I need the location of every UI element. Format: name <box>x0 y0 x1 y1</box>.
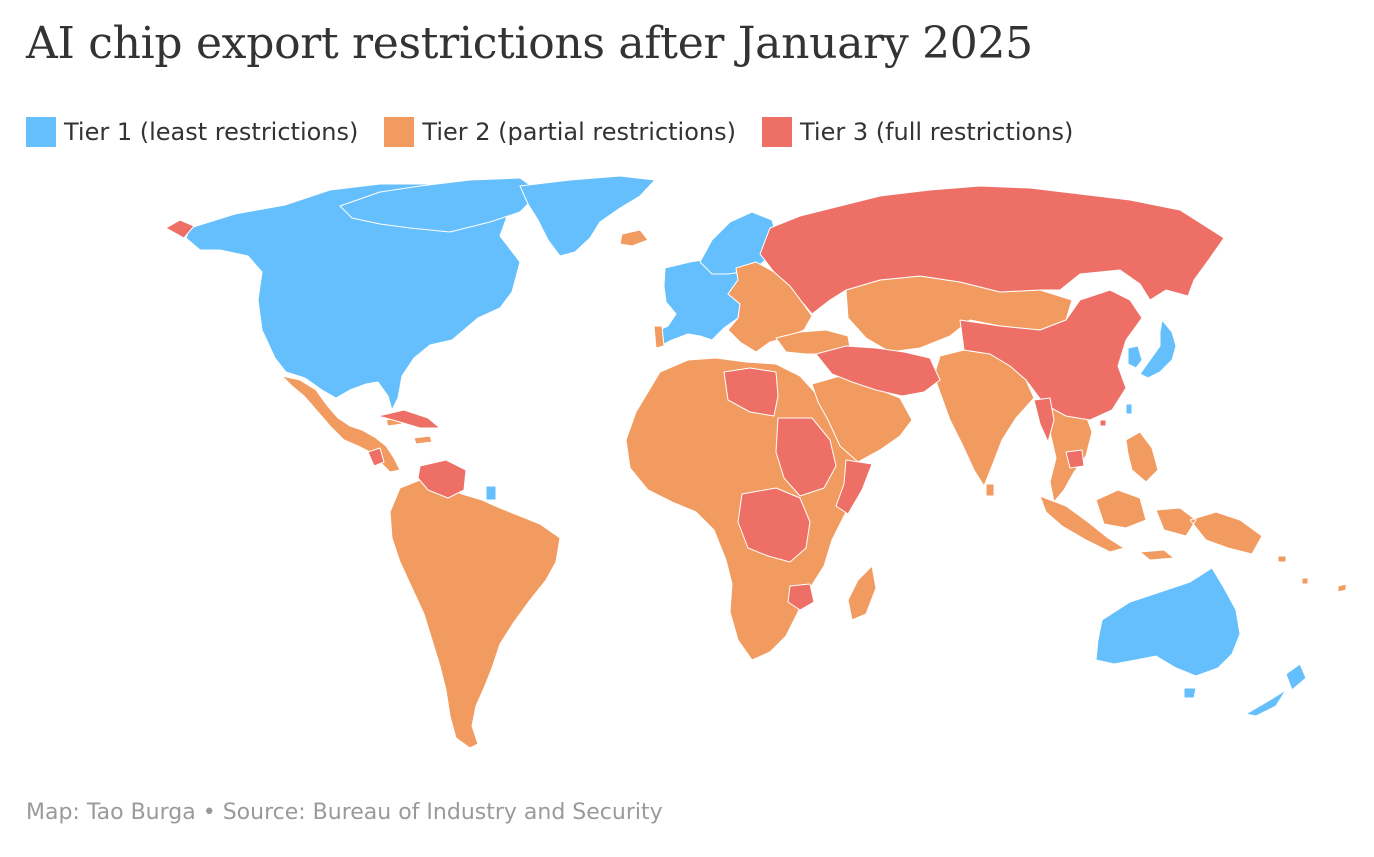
region-libya <box>723 367 779 417</box>
region-taiwan <box>1125 403 1133 415</box>
region-north-america-tier1 <box>185 183 521 411</box>
legend-item-tier1: Tier 1 (least restrictions) <box>26 117 358 147</box>
region-caribbean <box>385 417 433 445</box>
region-sri-lanka <box>985 483 995 497</box>
footer: Map: Tao Burga • Source: Bureau of Indus… <box>26 800 663 825</box>
region-cuba <box>377 409 441 429</box>
region-turkey-caucasus <box>775 329 851 355</box>
region-somalia <box>835 459 873 515</box>
region-south-america <box>389 479 561 749</box>
region-cambodia <box>1065 449 1085 469</box>
region-iceland <box>619 229 649 247</box>
tier2-regions <box>281 229 1347 749</box>
region-maritime-asia <box>1039 431 1263 561</box>
region-pacific-islands <box>1277 555 1347 593</box>
region-india <box>933 349 1035 487</box>
region-mexico-central-america <box>281 375 401 473</box>
legend: Tier 1 (least restrictions) Tier 2 (part… <box>26 116 1073 148</box>
region-southeast-asia <box>1043 397 1093 503</box>
footer-separator: • <box>202 800 216 825</box>
region-china <box>959 289 1143 421</box>
region-portugal <box>653 325 665 349</box>
region-zimbabwe <box>787 583 815 611</box>
region-hong-kong-macau <box>1099 419 1107 427</box>
region-central-asia <box>845 275 1073 353</box>
legend-item-tier2: Tier 2 (partial restrictions) <box>384 117 736 147</box>
region-africa <box>625 357 869 661</box>
region-new-zealand <box>1245 663 1307 717</box>
legend-label-tier3: Tier 3 (full restrictions) <box>799 118 1074 146</box>
legend-label-tier1: Tier 1 (least restrictions) <box>64 118 359 146</box>
region-arctic-islands <box>339 177 541 233</box>
region-greenland <box>519 175 656 257</box>
legend-item-tier3: Tier 3 (full restrictions) <box>761 117 1074 147</box>
tier1-regions <box>185 175 1307 717</box>
region-south-korea <box>1127 345 1143 369</box>
region-western-europe <box>654 257 741 349</box>
region-chukotka <box>165 219 195 239</box>
region-sudan-ethiopia <box>775 417 837 497</box>
legend-swatch-tier1 <box>26 117 56 147</box>
region-french-guiana <box>485 485 497 501</box>
region-tasmania <box>1183 687 1197 699</box>
region-venezuela <box>417 459 467 499</box>
region-madagascar <box>847 565 877 621</box>
region-russia <box>759 185 1225 315</box>
region-japan <box>1139 319 1177 379</box>
tier3-regions <box>165 185 1225 611</box>
map-title: AI chip export restrictions after Januar… <box>26 18 1033 69</box>
legend-swatch-tier2 <box>384 117 415 147</box>
legend-swatch-tier3 <box>761 117 792 147</box>
region-eastern-europe <box>727 261 813 353</box>
region-arabia <box>811 375 913 463</box>
region-australia <box>1095 567 1241 677</box>
region-myanmar <box>1033 397 1055 443</box>
footer-source: Source: Bureau of Industry and Security <box>222 800 663 825</box>
region-central-africa <box>737 487 811 563</box>
region-scandinavia <box>699 211 779 275</box>
footer-credit: Map: Tao Burga <box>26 800 196 825</box>
region-middle-east <box>815 345 941 397</box>
region-nicaragua <box>367 447 385 467</box>
legend-label-tier2: Tier 2 (partial restrictions) <box>422 118 736 146</box>
